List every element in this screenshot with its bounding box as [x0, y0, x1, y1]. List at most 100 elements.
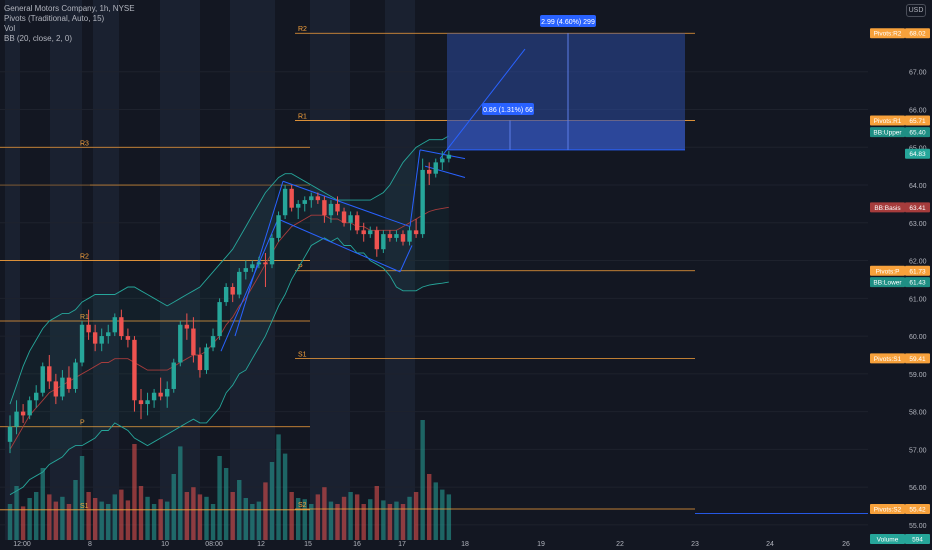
price-flag-value-9: 594 [912, 537, 923, 544]
candle-body [184, 324, 190, 329]
candle-body [47, 366, 52, 382]
volume-bar [374, 486, 379, 540]
time-tick-label: 24 [766, 541, 774, 548]
volume-bar [34, 492, 39, 540]
symbol-title[interactable]: General Motors Company, 1h, NYSE [4, 4, 135, 13]
price-axis[interactable]: 55.00 56.00 57.00 58.00 59.00 60.00 61.00 62.00… [870, 0, 932, 550]
candle-body [440, 158, 445, 163]
volume-bar [289, 492, 294, 540]
time-tick-label: 10 [161, 541, 169, 548]
time-tick-label: 18 [461, 541, 469, 548]
currency-button[interactable]: USD [906, 4, 926, 17]
price-flag-label-1: Pivots:R1 [874, 118, 902, 125]
candle-body [381, 234, 386, 250]
volume-bar [20, 506, 26, 540]
volume-bar [53, 501, 59, 540]
pivot-label-old-R3: R3 [80, 140, 89, 147]
candle-body [269, 237, 275, 265]
volume-bar [427, 474, 432, 540]
time-tick-label: 26 [842, 541, 850, 548]
candle-body [73, 362, 78, 389]
candle-body [34, 392, 39, 401]
candle-body [348, 215, 353, 223]
price-flag-value-2: 65.40 [909, 130, 926, 137]
volume-bar [145, 496, 150, 540]
price-flag-value-bg-4 [905, 202, 930, 213]
candle-body [256, 262, 262, 265]
price-flag-value-bg-0 [905, 28, 930, 39]
measure-label-large: 2.99 (4.60%) 299 [541, 19, 595, 26]
candle-body [394, 234, 399, 238]
volume-bar [223, 468, 229, 540]
bollinger-bands [9, 135, 450, 496]
price-flag-value-bg-9 [905, 534, 930, 544]
volume-bar [256, 501, 262, 540]
time-axis[interactable]: 12:00 8 10 08:00 12 15 16 17 18 19 22 23 24 26 [13, 541, 850, 548]
time-tick-label: 16 [353, 541, 361, 548]
price-tick-label: 64.00 [909, 183, 927, 190]
volume-bar [407, 496, 412, 540]
volume-bar [361, 504, 366, 540]
trend-channel-drawings[interactable]: 2.99 (4.60%) 299 0.86 (1.31%) 66 [220, 15, 685, 352]
session-band-5 [310, 0, 350, 540]
volume-bar [178, 446, 183, 540]
candle-body [86, 324, 91, 333]
price-flag-value-bg-5 [905, 265, 930, 276]
volume-bar [66, 504, 72, 540]
candle-body [138, 400, 144, 405]
volume-bar [27, 498, 32, 540]
volume-bar [7, 504, 13, 540]
candle-body [66, 377, 72, 389]
channel-line-4 [409, 149, 421, 227]
candle-body [427, 169, 432, 174]
time-tick-label: 23 [691, 541, 699, 548]
candle-body [322, 200, 327, 216]
price-tick-label: 61.00 [909, 296, 927, 303]
candle-body [335, 203, 340, 212]
chart-legend: General Motors Company, 1h, NYSE Pivots … [4, 4, 135, 44]
bb-lower-line [9, 237, 449, 496]
candle-body [433, 162, 438, 174]
pivot-label-old-S1: S1 [80, 503, 89, 510]
candle-body [132, 339, 137, 401]
bb-fill [10, 135, 449, 495]
time-tick-label: 08:00 [205, 541, 223, 548]
candle-body [53, 381, 59, 397]
volume-bar [413, 492, 419, 540]
volume-bar [112, 494, 117, 540]
candle-body [368, 230, 373, 235]
price-flag-value-bg-3 [905, 148, 930, 159]
candle-body [20, 411, 26, 416]
volume-bar [446, 494, 452, 540]
time-tick-label: 19 [537, 541, 545, 548]
price-flag-value-bg-6 [905, 277, 930, 288]
target-box-small [447, 120, 685, 150]
session-band-6 [385, 0, 415, 540]
price-tick-label: 56.00 [909, 485, 927, 492]
candle-body [92, 332, 98, 344]
candle-body [263, 262, 268, 265]
candle-body [420, 169, 425, 235]
volume-bar [282, 453, 288, 540]
price-flag-value-4: 63.41 [909, 205, 926, 212]
measure-label-small: 0.86 (1.31%) 66 [483, 107, 533, 114]
time-tick-label: 15 [304, 541, 312, 548]
bb-basis-line [9, 206, 449, 450]
candle-body [197, 354, 203, 371]
volume-bar [132, 444, 137, 540]
volume-bar [322, 487, 327, 540]
session-band-2 [93, 0, 119, 540]
time-tick-label: 8 [88, 541, 92, 548]
indicator-volume[interactable]: Vol [4, 24, 16, 33]
candle-body [315, 196, 321, 201]
candle-body [204, 347, 209, 371]
candle-body [250, 264, 255, 269]
volume-bar [341, 496, 347, 540]
candle-body [210, 336, 216, 348]
candle-body [243, 268, 248, 272]
indicator-pivots[interactable]: Pivots (Traditional, Auto, 15) [4, 14, 105, 23]
channel-line-5 [399, 245, 413, 273]
indicator-bollinger[interactable]: BB (20, close, 2, 0) [4, 34, 73, 43]
price-tick-label: 66.00 [909, 108, 927, 115]
